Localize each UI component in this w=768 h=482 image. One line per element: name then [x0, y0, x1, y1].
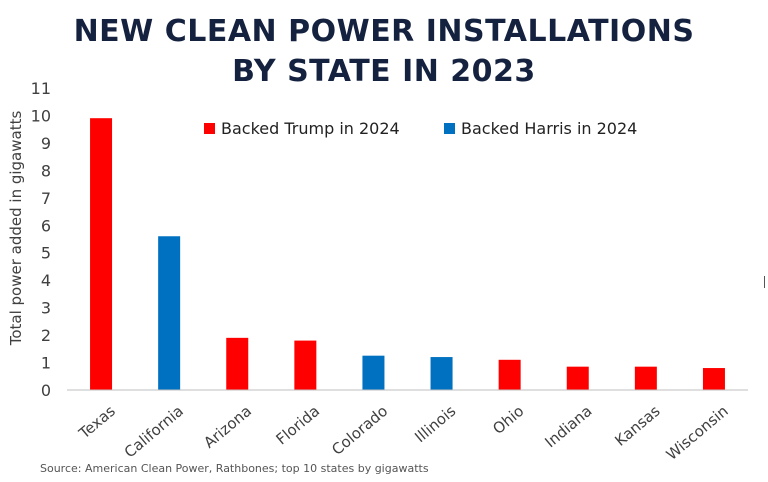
legend-swatch-harris: [444, 123, 455, 134]
bar-texas: [90, 118, 113, 390]
legend-swatch-trump: [204, 123, 215, 134]
source-note: Source: American Clean Power, Rathbones;…: [40, 462, 429, 475]
bar-california: [158, 236, 181, 390]
y-axis-ticks: 0 1 2 3 4 5 6 7 8 9 10 11: [31, 79, 51, 400]
chart-title: NEW CLEAN POWER INSTALLATIONS BY STATE I…: [0, 12, 768, 92]
x-tick-label-indiana: Indiana: [541, 402, 595, 451]
y-tick-label: 5: [41, 244, 51, 263]
bar-wisconsin: [702, 368, 725, 390]
chart-title-line-2: BY STATE IN 2023: [232, 54, 536, 89]
y-tick-label: 11: [31, 79, 51, 98]
bars: [90, 118, 725, 390]
y-tick-label: 0: [41, 381, 51, 400]
bar-indiana: [566, 366, 589, 390]
y-tick-label: 7: [41, 189, 51, 208]
edge-mark: [764, 276, 765, 288]
y-tick-label: 2: [41, 326, 51, 345]
x-axis-ticks: Texas California Arizona Florida Colorado Ill…: [75, 402, 732, 464]
x-tick-label-kansas: Kansas: [611, 402, 663, 450]
y-tick-label: 9: [41, 134, 51, 153]
chart-title-line-1: NEW CLEAN POWER INSTALLATIONS: [73, 14, 695, 49]
bar-illinois: [430, 357, 453, 390]
x-tick-label-texas: Texas: [75, 402, 119, 443]
bar-florida: [294, 340, 317, 390]
x-tick-label-colorado: Colorado: [328, 402, 391, 459]
legend-label-trump: Backed Trump in 2024: [221, 119, 400, 138]
x-tick-label-ohio: Ohio: [489, 402, 527, 438]
y-axis-label: Total power added in gigawatts: [7, 111, 25, 347]
x-tick-label-wisconsin: Wisconsin: [663, 402, 732, 464]
y-tick-label: 1: [41, 354, 51, 373]
x-tick-label-california: California: [121, 402, 187, 462]
legend: Backed Trump in 2024 Backed Harris in 202…: [204, 119, 637, 138]
bar-colorado: [362, 355, 385, 390]
y-tick-label: 6: [41, 216, 51, 235]
y-tick-label: 8: [41, 161, 51, 180]
bar-arizona: [226, 337, 249, 390]
y-tick-label: 10: [31, 106, 51, 125]
x-tick-label-arizona: Arizona: [200, 402, 255, 452]
bar-ohio: [498, 359, 521, 390]
bar-kansas: [634, 366, 657, 390]
y-tick-label: 3: [41, 299, 51, 318]
y-tick-label: 4: [41, 271, 51, 290]
x-tick-label-illinois: Illinois: [411, 402, 459, 446]
legend-label-harris: Backed Harris in 2024: [461, 119, 637, 138]
y-axis-label-group: Total power added in gigawatts: [7, 111, 25, 347]
x-tick-label-florida: Florida: [272, 402, 323, 449]
